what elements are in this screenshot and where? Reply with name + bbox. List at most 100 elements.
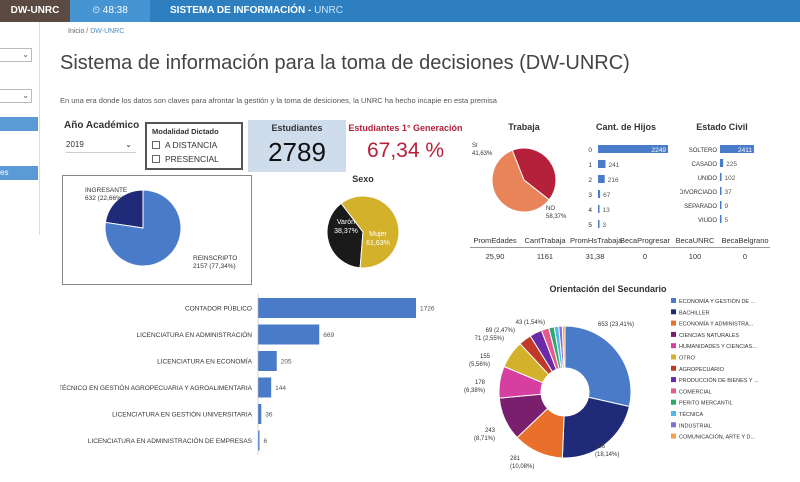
metric-header[interactable]: CantTrabaja [524,236,566,245]
legend-swatch [671,411,676,416]
bar[interactable] [720,145,754,153]
page-title: Sistema de información para la toma de d… [60,52,630,74]
breadcrumb-home[interactable]: Inicio [68,28,85,35]
orientation-slice[interactable] [561,396,630,459]
chart-title: Orientación del Secundario [549,284,667,294]
slice-value-label: 71 (2,55%) [475,336,504,342]
works-slice[interactable] [491,149,550,213]
enrollment-slice[interactable] [104,189,182,267]
bar[interactable] [258,298,416,318]
orientation-slice[interactable] [561,325,566,369]
metric-value: 31,38 [585,252,605,261]
bar[interactable] [258,324,320,345]
first-gen-kpi: Estudiantes 1° Generación 67,34 % [348,120,463,172]
chart-title: Sexo [352,174,374,184]
category-label: LICENCIATURA EN ECONOMÍA [157,357,253,366]
orientation-slice[interactable] [564,325,632,408]
category-label: LICENCIATURA EN ADMINISTRACIÓN DE EMPRES… [88,436,253,445]
chevron-down-icon: ⌄ [22,50,29,59]
sidebar-select-1[interactable]: ⌄ [0,48,32,62]
slice-value-label: (5,56%) [469,362,490,368]
enrollment-slice[interactable] [104,189,144,229]
bar[interactable] [598,220,600,228]
modality-option-label: A DISTANCIA [165,140,218,150]
value-label: 9 [725,203,729,210]
bar[interactable] [720,201,722,209]
checkbox-icon[interactable] [152,155,160,163]
slice-category-label: SI [472,143,478,149]
metric-header[interactable]: PromHsTrabaja [570,236,623,245]
metric-header[interactable]: PromEdades [473,236,517,245]
sidebar-item-active[interactable] [0,117,38,131]
category-label: SOLTERO [689,148,718,154]
bar[interactable] [598,205,600,213]
system-title-main: SISTEMA DE INFORMACIÓN [170,5,306,16]
slice-value-label: (8,71%) [474,436,495,442]
value-label: 102 [725,175,736,182]
slice-value-label: 41,63% [472,151,493,157]
metric-value: 0 [742,252,748,261]
slice-value-label: 243 [485,428,496,434]
works-slice[interactable] [511,147,557,201]
bar[interactable] [598,145,668,153]
metric-header[interactable]: BecaBelgrano [721,236,769,245]
sidebar-select-2[interactable]: ⌄ [0,89,32,103]
legend-label: PRODUCCIÓN DE BIENES Y ... [679,377,759,384]
value-label: 2249 [652,147,667,154]
checkbox-icon[interactable] [152,141,160,149]
category-label: CONTADOR PÚBLICO [185,304,252,313]
bar[interactable] [720,215,722,223]
bar[interactable] [598,160,606,168]
system-title: SISTEMA DE INFORMACIÓN - UNRC [170,5,343,16]
bar[interactable] [258,377,272,398]
enrollment-pie-card: INGRESANTE 632 (22,66%) REINSCRIPTO 2157 (7… [62,175,252,285]
legend-swatch [671,354,676,360]
sex-slice[interactable] [340,195,400,269]
marital-bar-card: Estado Civil SOLTERO 2411 CASADO 225 UNIDO 102… [679,120,792,228]
bar[interactable] [598,190,601,198]
bar[interactable] [720,159,724,167]
bar[interactable] [258,351,277,371]
legend-label: ECONOMÍA Y ADMINISTRA... [679,321,754,328]
slice-category-label: Varón [337,219,355,226]
metric-value: 1161 [536,252,554,261]
legend-swatch [671,388,676,394]
value-label: 225 [726,161,737,168]
value-label: 669 [323,332,334,339]
bar[interactable] [598,175,605,183]
sidebar-item-selected[interactable]: es [0,166,38,180]
slice-value-label: 69 (2,47%) [486,328,515,334]
legend-swatch [671,331,676,337]
category-label: VIUDO [698,218,717,224]
breadcrumb-current: DW-UNRC [90,28,125,35]
children-bar-chart: Cant. de Hijos 0 2249 1 241 2 216 3 67 4 13 5 3 [588,122,668,229]
sex-slice[interactable] [326,202,364,269]
legend-swatch [671,343,676,349]
value-label: 36 [265,412,273,419]
modality-option-distance[interactable]: A DISTANCIA [152,140,236,150]
legend-label: BACHILLER [679,310,710,316]
modality-option-presencial[interactable]: PRESENCIAL [152,154,236,164]
chart-title: Cant. de Hijos [596,122,656,132]
bar[interactable] [720,187,722,195]
bar[interactable] [720,173,722,181]
bar[interactable] [258,404,262,424]
slice-value-label: (6,38%) [464,388,485,394]
first-gen-kpi-value: 67,34 % [366,139,445,162]
top-bar: DW-UNRC ⏲ 48:38 SISTEMA DE INFORMACIÓN -… [0,0,800,22]
metric-header[interactable]: BecaProgresar [620,236,671,245]
legend-label: ECONOMÍA Y GESTIÓN DE ... [679,298,756,305]
value-label: 205 [281,359,292,366]
value-label: 13 [603,207,611,214]
brand-logo[interactable]: DW-UNRC [0,0,70,22]
metric-header[interactable]: BecaUNRC [675,236,715,245]
chevron-down-icon: ⌄ [22,91,29,100]
year-dropdown[interactable]: 2019 ⌄ [66,137,136,153]
breadcrumb: Inicio / DW-UNRC [68,28,124,35]
category-label: CASADO [692,162,718,168]
legend-swatch [671,433,676,439]
slice-category-label: NO [546,206,555,212]
students-kpi-label: Estudiantes [271,123,323,133]
bar[interactable] [258,430,260,451]
sex-pie-card: Sexo Varón 38,37% Mujer 61,63% [318,172,408,272]
